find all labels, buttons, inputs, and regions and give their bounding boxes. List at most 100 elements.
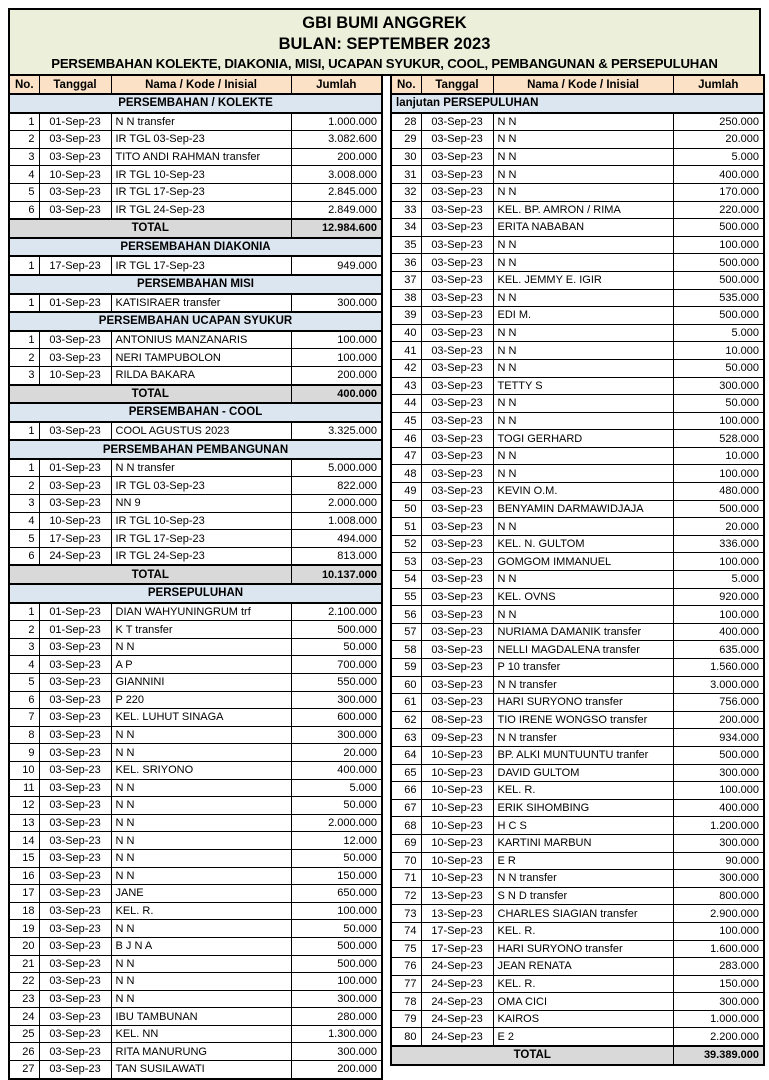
- row-no: 65: [390, 763, 422, 783]
- row-amount: 2.000.000: [290, 813, 383, 833]
- section-header-row: PERSEPULUHAN: [8, 583, 383, 604]
- row-date: 03-Sep-23: [420, 482, 494, 501]
- row-amount: 50.000: [290, 848, 383, 868]
- row-name: N N: [110, 989, 292, 1009]
- section-header-row: PERSEMBAHAN DIAKONIA: [8, 236, 383, 258]
- row-name: N N: [492, 358, 674, 378]
- row-date: 03-Sep-23: [38, 936, 112, 956]
- row-no: 56: [390, 605, 422, 624]
- row-date: 03-Sep-23: [420, 622, 494, 642]
- row-name: N N: [492, 323, 674, 343]
- row-date: 10-Sep-23: [420, 745, 494, 765]
- row-amount: 100.000: [290, 330, 383, 350]
- table-row: 28 03-Sep-23 N N 250.000: [390, 112, 765, 132]
- row-name: IR TGL 10-Sep-23: [110, 511, 292, 531]
- col-header-tanggal: Tanggal: [38, 74, 112, 95]
- row-no: 1: [8, 330, 40, 350]
- row-date: 03-Sep-23: [38, 182, 112, 202]
- row-name: N N: [110, 796, 292, 815]
- table-row: 48 03-Sep-23 N N 100.000: [390, 464, 765, 484]
- row-name: N N: [492, 517, 674, 536]
- row-name: N N: [110, 919, 292, 938]
- row-no: 44: [390, 394, 422, 413]
- row-date: 03-Sep-23: [38, 673, 112, 692]
- row-name: A P: [110, 655, 292, 674]
- row-no: 1: [8, 112, 40, 132]
- total-label: TOTAL: [8, 218, 292, 239]
- row-amount: 500.000: [672, 499, 765, 519]
- row-date: 03-Sep-23: [420, 341, 494, 360]
- table-row: 63 09-Sep-23 N N transfer 934.000: [390, 728, 765, 747]
- section-header-label: PERSEMBAHAN MISI: [8, 273, 383, 295]
- row-no: 13: [8, 813, 40, 833]
- row-amount: 100.000: [672, 605, 765, 624]
- row-no: 74: [390, 921, 422, 941]
- table-row: 30 03-Sep-23 N N 5.000: [390, 147, 765, 167]
- column-header-row: No. Tanggal Nama / Kode / Inisial Jumlah: [390, 74, 765, 95]
- table-row: 69 10-Sep-23 KARTINI MARBUN 300.000: [390, 833, 765, 853]
- row-no: 73: [390, 904, 422, 923]
- row-no: 14: [8, 831, 40, 850]
- row-amount: 20.000: [290, 743, 383, 762]
- row-no: 34: [390, 218, 422, 237]
- row-no: 1: [8, 293, 40, 313]
- row-no: 41: [390, 341, 422, 360]
- table-row: 33 03-Sep-23 KEL. BP. AMRON / RIMA 220.000: [390, 200, 765, 220]
- row-name: NERI TAMPUBOLON: [110, 348, 292, 367]
- row-date: 03-Sep-23: [38, 147, 112, 167]
- col-header-no: No.: [390, 74, 422, 95]
- row-no: 60: [390, 675, 422, 695]
- table-row: 24 03-Sep-23 IBU TAMBUNAN 280.000: [8, 1007, 383, 1026]
- row-no: 67: [390, 798, 422, 818]
- table-row: 73 13-Sep-23 CHARLES SIAGIAN transfer 2.900…: [390, 904, 765, 923]
- row-no: 6: [8, 200, 40, 220]
- table-row: 15 03-Sep-23 N N 50.000: [8, 848, 383, 868]
- table-row: 52 03-Sep-23 KEL. N. GULTOM 336.000: [390, 534, 765, 554]
- row-name: GIANNINI: [110, 673, 292, 692]
- row-no: 2: [8, 620, 40, 639]
- row-name: KEL. R.: [492, 974, 674, 994]
- row-amount: 50.000: [290, 919, 383, 938]
- row-no: 2: [8, 130, 40, 149]
- row-amount: 1.560.000: [672, 658, 765, 677]
- row-name: TITO ANDI RAHMAN transfer: [110, 147, 292, 167]
- table-row: 72 13-Sep-23 S N D transfer 800.000: [390, 886, 765, 906]
- row-no: 59: [390, 658, 422, 677]
- row-amount: 500.000: [672, 270, 765, 290]
- table-row: 74 17-Sep-23 KEL. R. 100.000: [390, 921, 765, 941]
- left-table: No. Tanggal Nama / Kode / Inisial Jumlah PER…: [8, 74, 383, 1080]
- row-amount: 300.000: [672, 763, 765, 783]
- row-date: 03-Sep-23: [420, 323, 494, 343]
- row-amount: 200.000: [290, 1060, 383, 1080]
- table-row: 5 17-Sep-23 IR TGL 17-Sep-23 494.000: [8, 529, 383, 548]
- row-name: S N D transfer: [492, 886, 674, 906]
- row-no: 3: [8, 147, 40, 167]
- row-no: 19: [8, 919, 40, 938]
- table-row: 6 24-Sep-23 IR TGL 24-Sep-23 813.000: [8, 546, 383, 566]
- right-table: No. Tanggal Nama / Kode / Inisial Jumlah lan…: [390, 74, 765, 1080]
- section-header-label: PERSEMBAHAN UCAPAN SYUKUR: [8, 311, 383, 332]
- row-amount: 300.000: [290, 293, 383, 313]
- row-date: 03-Sep-23: [420, 693, 494, 712]
- row-date: 03-Sep-23: [38, 972, 112, 991]
- table-row: 6 03-Sep-23 P 220 300.000: [8, 690, 383, 710]
- row-date: 10-Sep-23: [420, 798, 494, 818]
- row-no: 9: [8, 743, 40, 762]
- row-date: 24-Sep-23: [420, 1027, 494, 1047]
- table-row: 51 03-Sep-23 N N 20.000: [390, 517, 765, 536]
- row-amount: 100.000: [672, 235, 765, 255]
- row-amount: 934.000: [672, 728, 765, 747]
- table-row: 1 01-Sep-23 DIAN WAHYUNINGRUM trf 2.100.000: [8, 602, 383, 622]
- row-date: 01-Sep-23: [38, 293, 112, 313]
- row-date: 08-Sep-23: [420, 710, 494, 730]
- row-name: TAN SUSILAWATI: [110, 1060, 292, 1080]
- row-date: 03-Sep-23: [420, 130, 494, 149]
- row-no: 48: [390, 464, 422, 484]
- table-row: 65 10-Sep-23 DAVID GULTOM 300.000: [390, 763, 765, 783]
- row-name: DIAN WAHYUNINGRUM trf: [110, 602, 292, 622]
- row-date: 03-Sep-23: [420, 570, 494, 589]
- row-name: COOL AGUSTUS 2023: [110, 421, 292, 441]
- row-amount: 822.000: [290, 476, 383, 496]
- row-no: 6: [8, 690, 40, 710]
- row-date: 03-Sep-23: [420, 235, 494, 255]
